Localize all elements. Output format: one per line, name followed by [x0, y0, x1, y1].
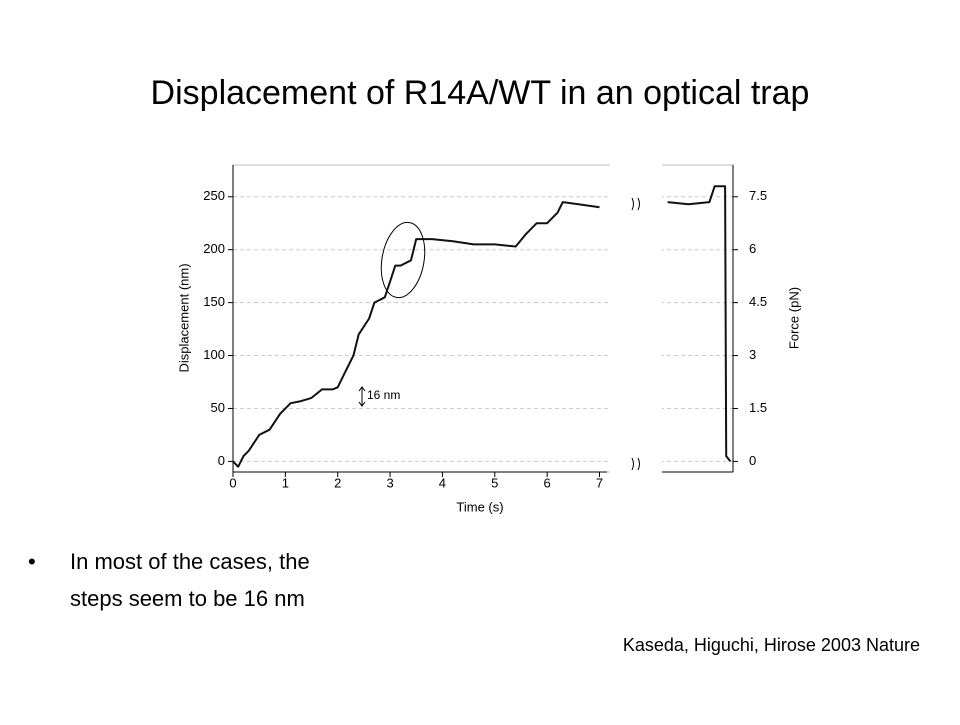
y2-tick-label: 7.5	[749, 188, 767, 203]
y-axis-title: Displacement (nm)	[176, 263, 191, 372]
y-tick-label: 100	[203, 347, 225, 362]
y-tick-label: 250	[203, 188, 225, 203]
x-tick-label: 3	[386, 475, 393, 490]
y2-tick-label: 3	[749, 347, 756, 362]
bullet-dot: •	[28, 549, 36, 574]
break-symbol	[631, 197, 640, 471]
trace	[232, 185, 732, 468]
annotation: 16 nm	[367, 388, 400, 402]
bullet-text: steps seem to be 16 nm	[70, 586, 305, 611]
y2-tick-label: 0	[749, 453, 756, 468]
scale-arrow	[358, 386, 366, 407]
y2-tick-label: 4.5	[749, 294, 767, 309]
y2-tick-label: 6	[749, 241, 756, 256]
x-axis-title: Time (s)	[456, 499, 503, 514]
highlight-circle	[380, 221, 426, 299]
x-tick-label: 6	[544, 475, 551, 490]
y-tick-label: 0	[218, 453, 225, 468]
bullet-text: In most of the cases, the	[70, 549, 310, 574]
x-tick-label: 4	[439, 475, 446, 490]
x-tick-label: 5	[491, 475, 498, 490]
y-tick-label: 50	[211, 400, 225, 415]
x-tick-label: 2	[334, 475, 341, 490]
axis-break-gap	[610, 150, 662, 480]
y2-axis-title: Force (pN)	[786, 287, 801, 349]
y-tick-label: 200	[203, 241, 225, 256]
y-tick-label: 150	[203, 294, 225, 309]
x-tick-label: 1	[282, 475, 289, 490]
slide-title: Displacement of R14A/WT in an optical tr…	[151, 74, 810, 112]
citation: Kaseda, Higuchi, Hirose 2003 Nature	[623, 635, 920, 655]
x-tick-label: 0	[229, 475, 236, 490]
x-tick-label: 7	[596, 475, 603, 490]
y2-tick-label: 1.5	[749, 400, 767, 415]
